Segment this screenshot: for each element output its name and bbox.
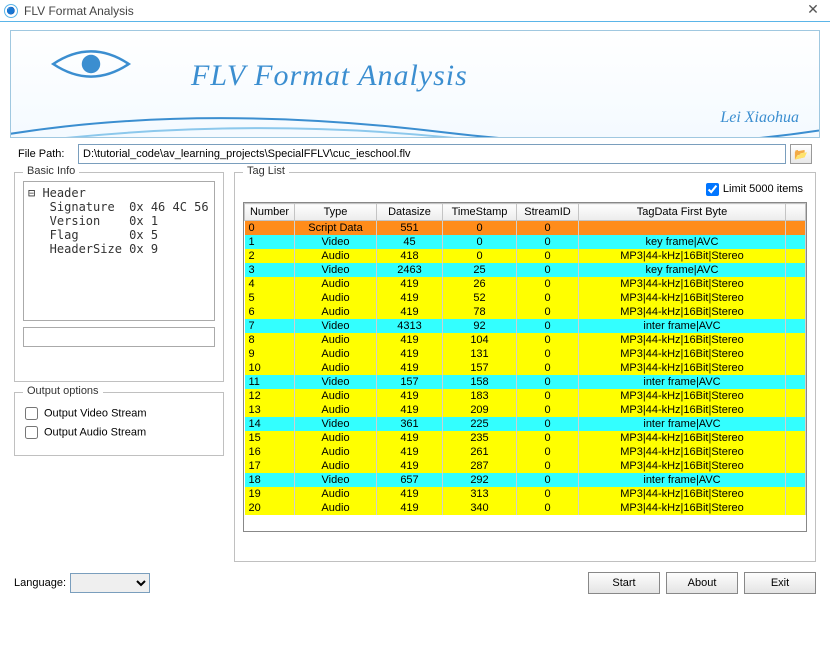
table-row[interactable]: 1Video4500key frame|AVC <box>245 235 806 249</box>
tag-table-wrap[interactable]: NumberTypeDatasizeTimeStampStreamIDTagDa… <box>243 202 807 532</box>
table-row[interactable]: 12Audio4191830MP3|44-kHz|16Bit|Stereo <box>245 389 806 403</box>
browse-button[interactable]: 📂 <box>790 144 812 164</box>
tag-table: NumberTypeDatasizeTimeStampStreamIDTagDa… <box>244 203 806 515</box>
table-row[interactable]: 6Audio419780MP3|44-kHz|16Bit|Stereo <box>245 305 806 319</box>
table-row[interactable]: 3Video2463250key frame|AVC <box>245 263 806 277</box>
table-row[interactable]: 0Script Data55100 <box>245 221 806 236</box>
output-video-checkbox[interactable] <box>25 407 38 420</box>
header-field[interactable]: Flag 0x 5 <box>28 228 210 242</box>
limit-option[interactable]: Limit 5000 items <box>706 183 803 195</box>
table-row[interactable]: 10Audio4191570MP3|44-kHz|16Bit|Stereo <box>245 361 806 375</box>
header-tree[interactable]: ⊟ Header Signature 0x 46 4C 56 Version 0… <box>23 181 215 321</box>
table-row[interactable]: 19Audio4193130MP3|44-kHz|16Bit|Stereo <box>245 487 806 501</box>
header-field[interactable]: Signature 0x 46 4C 56 <box>28 200 210 214</box>
banner-title: FLV Format Analysis <box>191 59 468 93</box>
basic-info-title: Basic Info <box>23 165 79 177</box>
header-field[interactable]: HeaderSize 0x 9 <box>28 242 210 256</box>
table-row[interactable]: 20Audio4193400MP3|44-kHz|16Bit|Stereo <box>245 501 806 515</box>
output-video-option[interactable]: Output Video Stream <box>25 407 213 420</box>
output-options-title: Output options <box>23 385 103 397</box>
table-row[interactable]: 7Video4313920inter frame|AVC <box>245 319 806 333</box>
table-row[interactable]: 8Audio4191040MP3|44-kHz|16Bit|Stereo <box>245 333 806 347</box>
file-path-row: File Path: 📂 <box>18 144 812 164</box>
column-header[interactable]: Type <box>295 204 377 221</box>
basic-info-group: Basic Info ⊟ Header Signature 0x 46 4C 5… <box>14 172 224 382</box>
banner-curve-icon <box>10 97 820 138</box>
table-row[interactable]: 4Audio419260MP3|44-kHz|16Bit|Stereo <box>245 277 806 291</box>
column-header[interactable]: StreamID <box>517 204 579 221</box>
language-label: Language: <box>14 577 66 589</box>
table-row[interactable]: 5Audio419520MP3|44-kHz|16Bit|Stereo <box>245 291 806 305</box>
language-select[interactable] <box>70 573 150 593</box>
table-row[interactable]: 14Video3612250inter frame|AVC <box>245 417 806 431</box>
header-root-node[interactable]: ⊟ Header <box>28 186 210 200</box>
tag-list-group: Tag List Limit 5000 items NumberTypeData… <box>234 172 816 562</box>
tag-list-title: Tag List <box>243 165 289 177</box>
table-row[interactable]: 15Audio4192350MP3|44-kHz|16Bit|Stereo <box>245 431 806 445</box>
table-row[interactable]: 11Video1571580inter frame|AVC <box>245 375 806 389</box>
output-options-group: Output options Output Video Stream Outpu… <box>14 392 224 456</box>
column-header[interactable]: Datasize <box>377 204 443 221</box>
output-audio-option[interactable]: Output Audio Stream <box>25 426 213 439</box>
table-row[interactable]: 9Audio4191310MP3|44-kHz|16Bit|Stereo <box>245 347 806 361</box>
window-title: FLV Format Analysis <box>24 4 800 18</box>
titlebar: 🔵 FLV Format Analysis ✕ <box>0 0 830 22</box>
file-path-label: File Path: <box>18 148 78 160</box>
table-row[interactable]: 18Video6572920inter frame|AVC <box>245 473 806 487</box>
column-header[interactable]: TimeStamp <box>443 204 517 221</box>
table-row[interactable]: 13Audio4192090MP3|44-kHz|16Bit|Stereo <box>245 403 806 417</box>
limit-row: Limit 5000 items <box>243 183 803 196</box>
exit-button[interactable]: Exit <box>744 572 816 594</box>
column-header[interactable]: Number <box>245 204 295 221</box>
column-header[interactable]: TagData First Byte <box>579 204 786 221</box>
output-audio-checkbox[interactable] <box>25 426 38 439</box>
eye-logo-icon <box>49 43 133 88</box>
app-icon: 🔵 <box>4 4 18 18</box>
file-path-input[interactable] <box>78 144 786 164</box>
limit-checkbox[interactable] <box>706 183 719 196</box>
table-row[interactable]: 2Audio41800MP3|44-kHz|16Bit|Stereo <box>245 249 806 263</box>
table-row[interactable]: 17Audio4192870MP3|44-kHz|16Bit|Stereo <box>245 459 806 473</box>
start-button[interactable]: Start <box>588 572 660 594</box>
footer: Language: Start About Exit <box>14 572 816 594</box>
header-field[interactable]: Version 0x 1 <box>28 214 210 228</box>
folder-icon: 📂 <box>794 148 808 161</box>
banner: FLV Format Analysis Lei Xiaohua <box>10 30 820 138</box>
table-row[interactable]: 16Audio4192610MP3|44-kHz|16Bit|Stereo <box>245 445 806 459</box>
basic-info-detail-field[interactable] <box>23 327 215 347</box>
close-button[interactable]: ✕ <box>800 1 826 21</box>
about-button[interactable]: About <box>666 572 738 594</box>
